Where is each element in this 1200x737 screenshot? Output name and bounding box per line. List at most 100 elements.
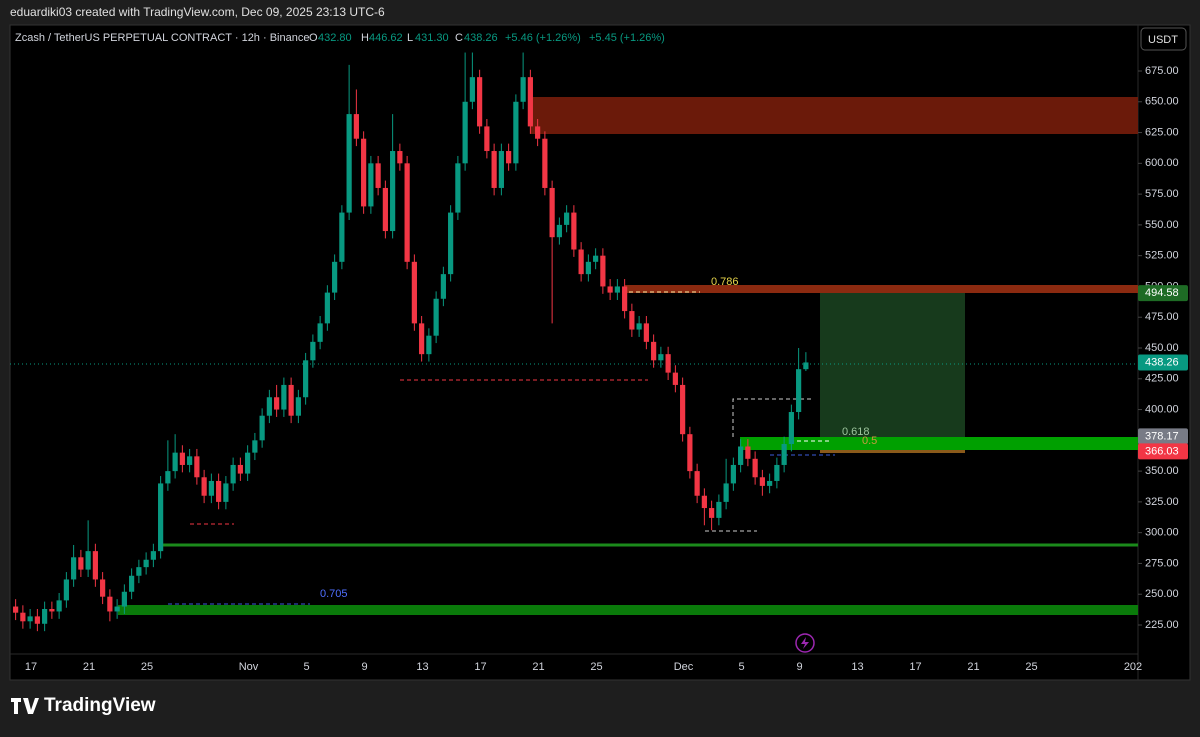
y-tick-label: 475.00 [1145,311,1179,323]
candle-body [332,261,338,293]
event-icon[interactable] [795,633,815,653]
candle-body [701,495,707,509]
currency-button-label[interactable]: USDT [1148,34,1178,46]
brand-name: TradingView [44,695,156,716]
legend-key: L [407,32,413,44]
candle-body [150,551,156,560]
brand: TradingView [11,695,156,716]
candle-body [469,77,475,102]
candle-body [665,354,671,373]
y-tick-label: 325.00 [1145,496,1179,508]
candle-body [527,77,533,127]
candle-body [252,440,258,453]
y-tick-label: 300.00 [1145,527,1179,539]
y-tick-label: 400.00 [1145,403,1179,415]
candle-body [237,464,243,474]
candle-body [455,163,461,213]
candle-body [448,212,454,275]
candle-body [259,415,265,441]
candle-body [165,471,171,484]
x-tick-label: 21 [83,661,95,673]
candle-body [672,372,678,385]
x-tick-label: 9 [361,661,367,673]
legend-change: +5.46 (+1.26%) [505,32,581,44]
target-box [820,293,965,437]
candle-body [549,187,555,238]
y-tick-label: 250.00 [1145,588,1179,600]
candle-body [208,480,214,496]
candle-body [484,126,490,152]
x-tick-label: 202 [1124,661,1142,673]
candle-body [92,551,98,580]
candle-body [629,311,635,330]
candle-body [143,559,149,568]
candle-body [368,163,374,207]
candle-body [607,286,613,293]
candle-body [600,255,606,287]
legend-key: O [309,32,318,44]
candle-body [520,77,526,102]
candle-body [187,456,193,465]
x-tick-label: 13 [416,661,428,673]
candle-body [491,151,497,188]
x-tick-label: 25 [1025,661,1037,673]
fib-label: 0.618 [842,426,870,438]
candle-body [506,151,512,164]
candle-body [317,323,323,342]
candle-body [440,274,446,299]
candle-body [121,591,127,607]
brand-logo [11,698,39,714]
candle-body [535,126,541,139]
legend-change: +5.45 (+1.26%) [589,32,665,44]
candle-body [194,456,200,478]
support-band-low [118,605,1138,615]
candle-body [56,600,62,612]
candle-body [339,212,345,262]
drawings [10,97,1138,615]
candle-body [288,384,294,416]
currency-button-frame[interactable] [1140,27,1187,51]
candle-body [34,616,40,624]
candle-body [767,480,773,486]
candle-body [411,261,417,324]
candle-body [622,286,628,312]
legend-value: 432.80 [318,32,352,44]
x-tick-label: 17 [909,661,921,673]
candle-body [20,612,26,622]
candle-body [13,606,19,613]
currency-button[interactable]: USDT [1140,27,1187,51]
candle-body [114,606,120,612]
candle-body [49,608,55,612]
candle-body [390,151,396,232]
candle-body [716,501,722,518]
candle-body [71,557,77,580]
candle-body [564,212,570,225]
candle-body [687,434,693,472]
candle-body [513,101,519,164]
candle-body [310,341,316,361]
candle-body [578,249,584,275]
candles [13,52,809,632]
resistance-band [625,285,1138,293]
y-tick-label: 625.00 [1145,126,1179,138]
y-tick-label: 450.00 [1145,342,1179,354]
price-tag-label: 366.03 [1145,445,1179,457]
candle-body [346,114,352,213]
candle-body [723,483,729,502]
y-tick-label: 275.00 [1145,557,1179,569]
candle-body [42,608,48,624]
event-icon-bolt[interactable] [801,637,809,649]
candle-body [614,286,620,293]
candle-body [353,114,359,139]
candle-body [636,323,642,330]
fib-label: 0.705 [320,588,348,600]
candle-body [85,551,91,570]
candle-body [361,138,367,207]
x-tick-label: 17 [474,661,486,673]
candle-body [426,335,432,355]
candle-body [680,384,686,435]
candle-body [172,452,178,472]
y-tick-label: 225.00 [1145,619,1179,631]
legend-value: 446.62 [369,32,403,44]
fib-label: 0.786 [711,276,739,288]
